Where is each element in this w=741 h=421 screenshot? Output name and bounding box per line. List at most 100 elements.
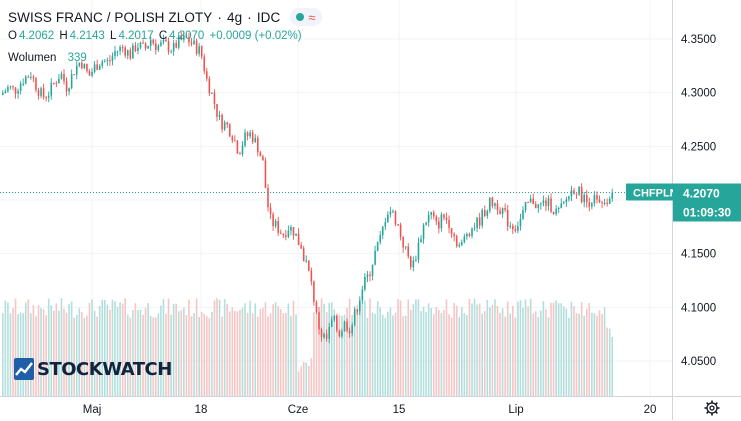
volume-bar — [509, 313, 512, 396]
candle-body — [588, 202, 591, 207]
y-tick-label: 4.3000 — [681, 88, 716, 100]
volume-bar — [244, 303, 246, 396]
candle-body — [124, 47, 126, 56]
candle-body — [228, 124, 231, 137]
volume-bar — [50, 305, 53, 396]
volume-bar — [333, 309, 336, 396]
volume-bar — [585, 308, 588, 396]
candle-body — [578, 186, 580, 195]
volume-bar — [348, 298, 351, 396]
candle-body — [32, 76, 35, 79]
candle-body — [351, 325, 353, 334]
candle-body — [50, 82, 53, 96]
candle-body — [241, 145, 244, 155]
volume-bar — [254, 303, 257, 396]
volume-bar — [302, 361, 305, 396]
volume-legend[interactable]: Wolumen 339 — [8, 52, 87, 64]
volume-bar — [504, 316, 506, 396]
candle-body — [374, 250, 376, 265]
volume-bar — [162, 299, 165, 396]
candle-body — [519, 218, 522, 227]
volume-bar — [427, 303, 430, 396]
candle-body — [387, 214, 389, 223]
volume-bar — [83, 317, 86, 396]
candle-body — [206, 71, 208, 79]
volume-bar — [483, 310, 486, 396]
y-tick-label: 4.1000 — [681, 302, 716, 314]
volume-bar — [104, 300, 106, 396]
volume-bar — [88, 302, 91, 396]
candle-body — [160, 42, 162, 46]
candle-body — [231, 136, 234, 141]
candle-body — [517, 226, 519, 231]
volume-bars — [2, 298, 614, 396]
candle-body — [315, 302, 318, 312]
candle-body — [596, 194, 598, 200]
volume-bar — [185, 315, 188, 396]
candle-body — [545, 200, 547, 206]
candle-body — [489, 197, 491, 212]
volume-bar — [200, 311, 203, 396]
volume-bar — [269, 313, 272, 396]
volume-bar — [279, 309, 282, 396]
gear-icon[interactable] — [704, 400, 720, 416]
candle-body — [573, 190, 575, 194]
volume-bar — [320, 298, 323, 396]
volume-bar — [147, 303, 149, 396]
volume-bar — [394, 312, 397, 396]
volume-bar — [356, 304, 359, 396]
volume-bar — [30, 313, 32, 396]
candle-body — [591, 203, 593, 207]
volume-bar — [540, 310, 542, 396]
candle-body — [323, 333, 325, 338]
volume-bar — [175, 303, 177, 396]
volume-bar — [73, 317, 75, 396]
candle-body — [155, 43, 157, 51]
stockwatch-logo: STOCKWATCH — [14, 356, 172, 382]
price-tag-value: 4.2070 — [683, 186, 720, 200]
volume-bar — [75, 315, 78, 396]
candle-body — [522, 210, 524, 219]
volume-bar — [455, 305, 458, 396]
interval-label[interactable]: 4g — [227, 9, 243, 25]
candle-body — [42, 88, 45, 98]
volume-bar — [336, 312, 338, 396]
volume-bar — [129, 317, 132, 396]
volume-bar — [364, 300, 366, 396]
candle-body — [606, 202, 608, 205]
candle-body — [30, 76, 32, 78]
candle-body — [542, 200, 545, 204]
symbol-header[interactable]: SWISS FRANC / POLISH ZLOTY · 4g · IDC ≈ — [8, 7, 322, 27]
y-tick-label: 4.1500 — [681, 249, 716, 261]
volume-bar — [152, 317, 155, 396]
volume-bar — [226, 303, 228, 396]
candle-body — [308, 260, 310, 271]
volume-bar — [560, 303, 563, 396]
candle-body — [514, 229, 517, 231]
volume-bar — [397, 299, 399, 396]
candle-body — [198, 46, 200, 54]
volume-bar — [134, 303, 137, 396]
candle-body — [557, 208, 560, 210]
candle-body — [325, 333, 328, 339]
volume-bar — [251, 313, 254, 396]
candle-body — [180, 35, 183, 40]
candle-body — [81, 62, 83, 69]
candle-body — [292, 227, 295, 236]
volume-bar — [310, 358, 313, 396]
volume-bar — [4, 300, 7, 396]
candle-body — [407, 246, 410, 257]
time-axis[interactable]: Maj 18 Cze 15 Lip 20 — [0, 396, 741, 417]
market-status-pill[interactable]: ≈ — [290, 8, 322, 26]
volume-bar — [70, 301, 73, 396]
volume-bar — [445, 299, 448, 396]
volume-bar — [239, 309, 241, 396]
candle-body — [106, 60, 109, 62]
candle-body — [264, 160, 267, 189]
candle-body — [119, 47, 121, 52]
candle-body — [341, 331, 343, 337]
candle-body — [195, 40, 198, 54]
volume-bar — [494, 299, 496, 396]
symbol-name[interactable]: SWISS FRANC / POLISH ZLOTY — [8, 9, 213, 25]
